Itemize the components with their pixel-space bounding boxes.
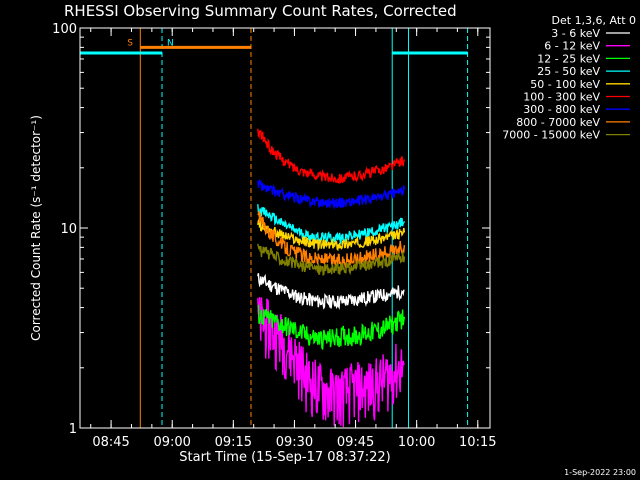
legend-label-6: 300 - 800 keV: [523, 103, 600, 116]
marker-label-S: S: [127, 38, 133, 48]
x-tick-label-4: 09:45: [337, 435, 374, 450]
y-tick-label-0: 1: [69, 422, 77, 437]
x-tick-label-1: 09:00: [153, 435, 190, 450]
y-tick-label-2: 100: [52, 22, 77, 37]
legend-label-8: 7000 - 15000 keV: [502, 129, 600, 142]
y-axis-label: Corrected Count Rate (s⁻¹ detector⁻¹): [29, 115, 43, 341]
footer-timestamp: 1-Sep-2022 23:00: [564, 468, 636, 477]
chart-title: RHESSI Observing Summary Count Rates, Co…: [64, 2, 457, 20]
x-axis-label: Start Time (15-Sep-17 08:37:22): [179, 450, 390, 465]
y-tick-label-1: 10: [60, 222, 77, 237]
marker-label-N: N: [167, 38, 174, 48]
legend-label-7: 800 - 7000 keV: [516, 116, 600, 129]
x-tick-label-6: 10:15: [459, 435, 496, 450]
x-tick-label-0: 08:45: [92, 435, 129, 450]
series-line-8: [257, 243, 406, 276]
x-tick-label-3: 09:30: [276, 435, 313, 450]
series-line-7: [257, 210, 406, 269]
x-tick-label-2: 09:15: [215, 435, 252, 450]
legend-label-3: 25 - 50 keV: [537, 65, 600, 78]
legend-label-5: 100 - 300 keV: [523, 91, 600, 104]
series-line-6: [257, 178, 406, 210]
legend-label-2: 12 - 25 keV: [537, 52, 600, 65]
series-line-3: [257, 204, 406, 245]
series-line-2: [257, 303, 406, 350]
legend-title: Det 1,3,6, Att 0: [552, 14, 636, 27]
legend-label-1: 6 - 12 keV: [544, 40, 600, 53]
legend-label-4: 50 - 100 keV: [530, 78, 600, 91]
series-line-1: [257, 297, 405, 428]
series-line-5: [257, 128, 406, 185]
legend-label-0: 3 - 6 keV: [551, 27, 600, 40]
x-tick-label-5: 10:00: [398, 435, 435, 450]
series-line-0: [257, 273, 405, 311]
series-line-4: [257, 217, 406, 252]
